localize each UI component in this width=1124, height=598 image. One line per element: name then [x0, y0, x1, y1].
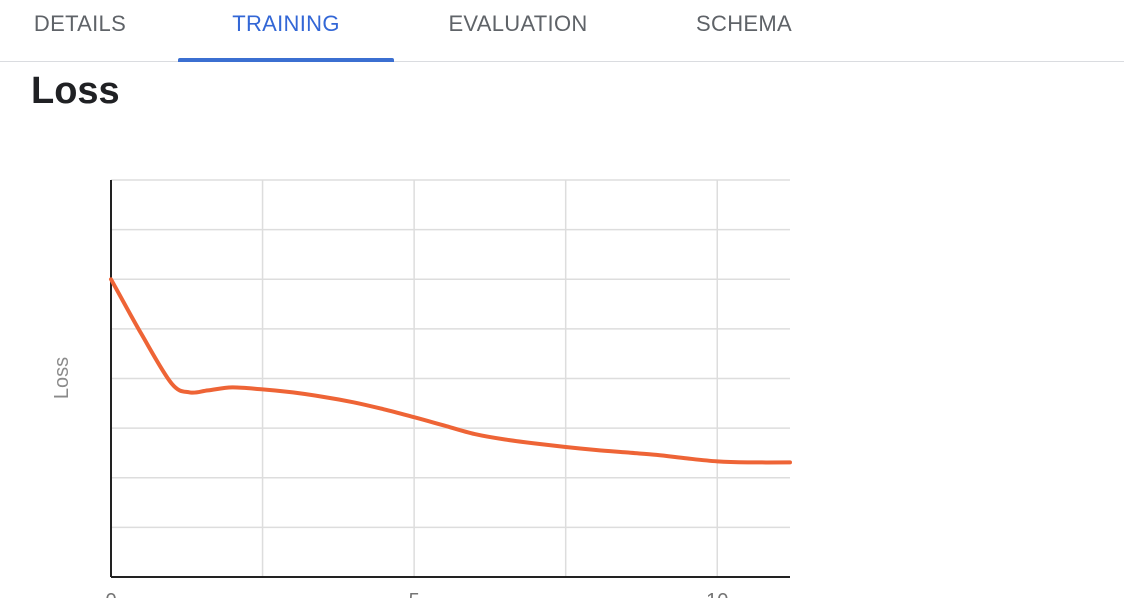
tab-bar: DETAILS TRAINING EVALUATION SCHEMA — [0, 0, 1124, 62]
tab-training[interactable]: TRAINING — [178, 0, 394, 62]
active-tab-indicator — [178, 58, 394, 62]
chart-axes — [110, 180, 790, 578]
tab-schema-label: SCHEMA — [696, 11, 792, 36]
tab-details[interactable]: DETAILS — [20, 0, 140, 62]
chart-grid — [111, 179, 790, 577]
section-title: Loss — [31, 70, 120, 112]
x-tick-label: 0 — [105, 590, 116, 598]
x-tick-label: 10 — [706, 590, 728, 598]
y-axis-label: Loss — [51, 357, 73, 399]
loss-series-line — [109, 277, 792, 465]
tab-schema[interactable]: SCHEMA — [680, 0, 808, 62]
x-tick-label: 5 — [409, 590, 420, 598]
tab-evaluation[interactable]: EVALUATION — [431, 0, 605, 62]
chart-labels: 0 5 10 Loss — [51, 357, 728, 598]
chart-series — [109, 277, 792, 465]
tab-details-label: DETAILS — [33, 11, 127, 36]
tab-evaluation-label: EVALUATION — [448, 11, 588, 36]
tab-training-label: TRAINING — [232, 11, 340, 36]
